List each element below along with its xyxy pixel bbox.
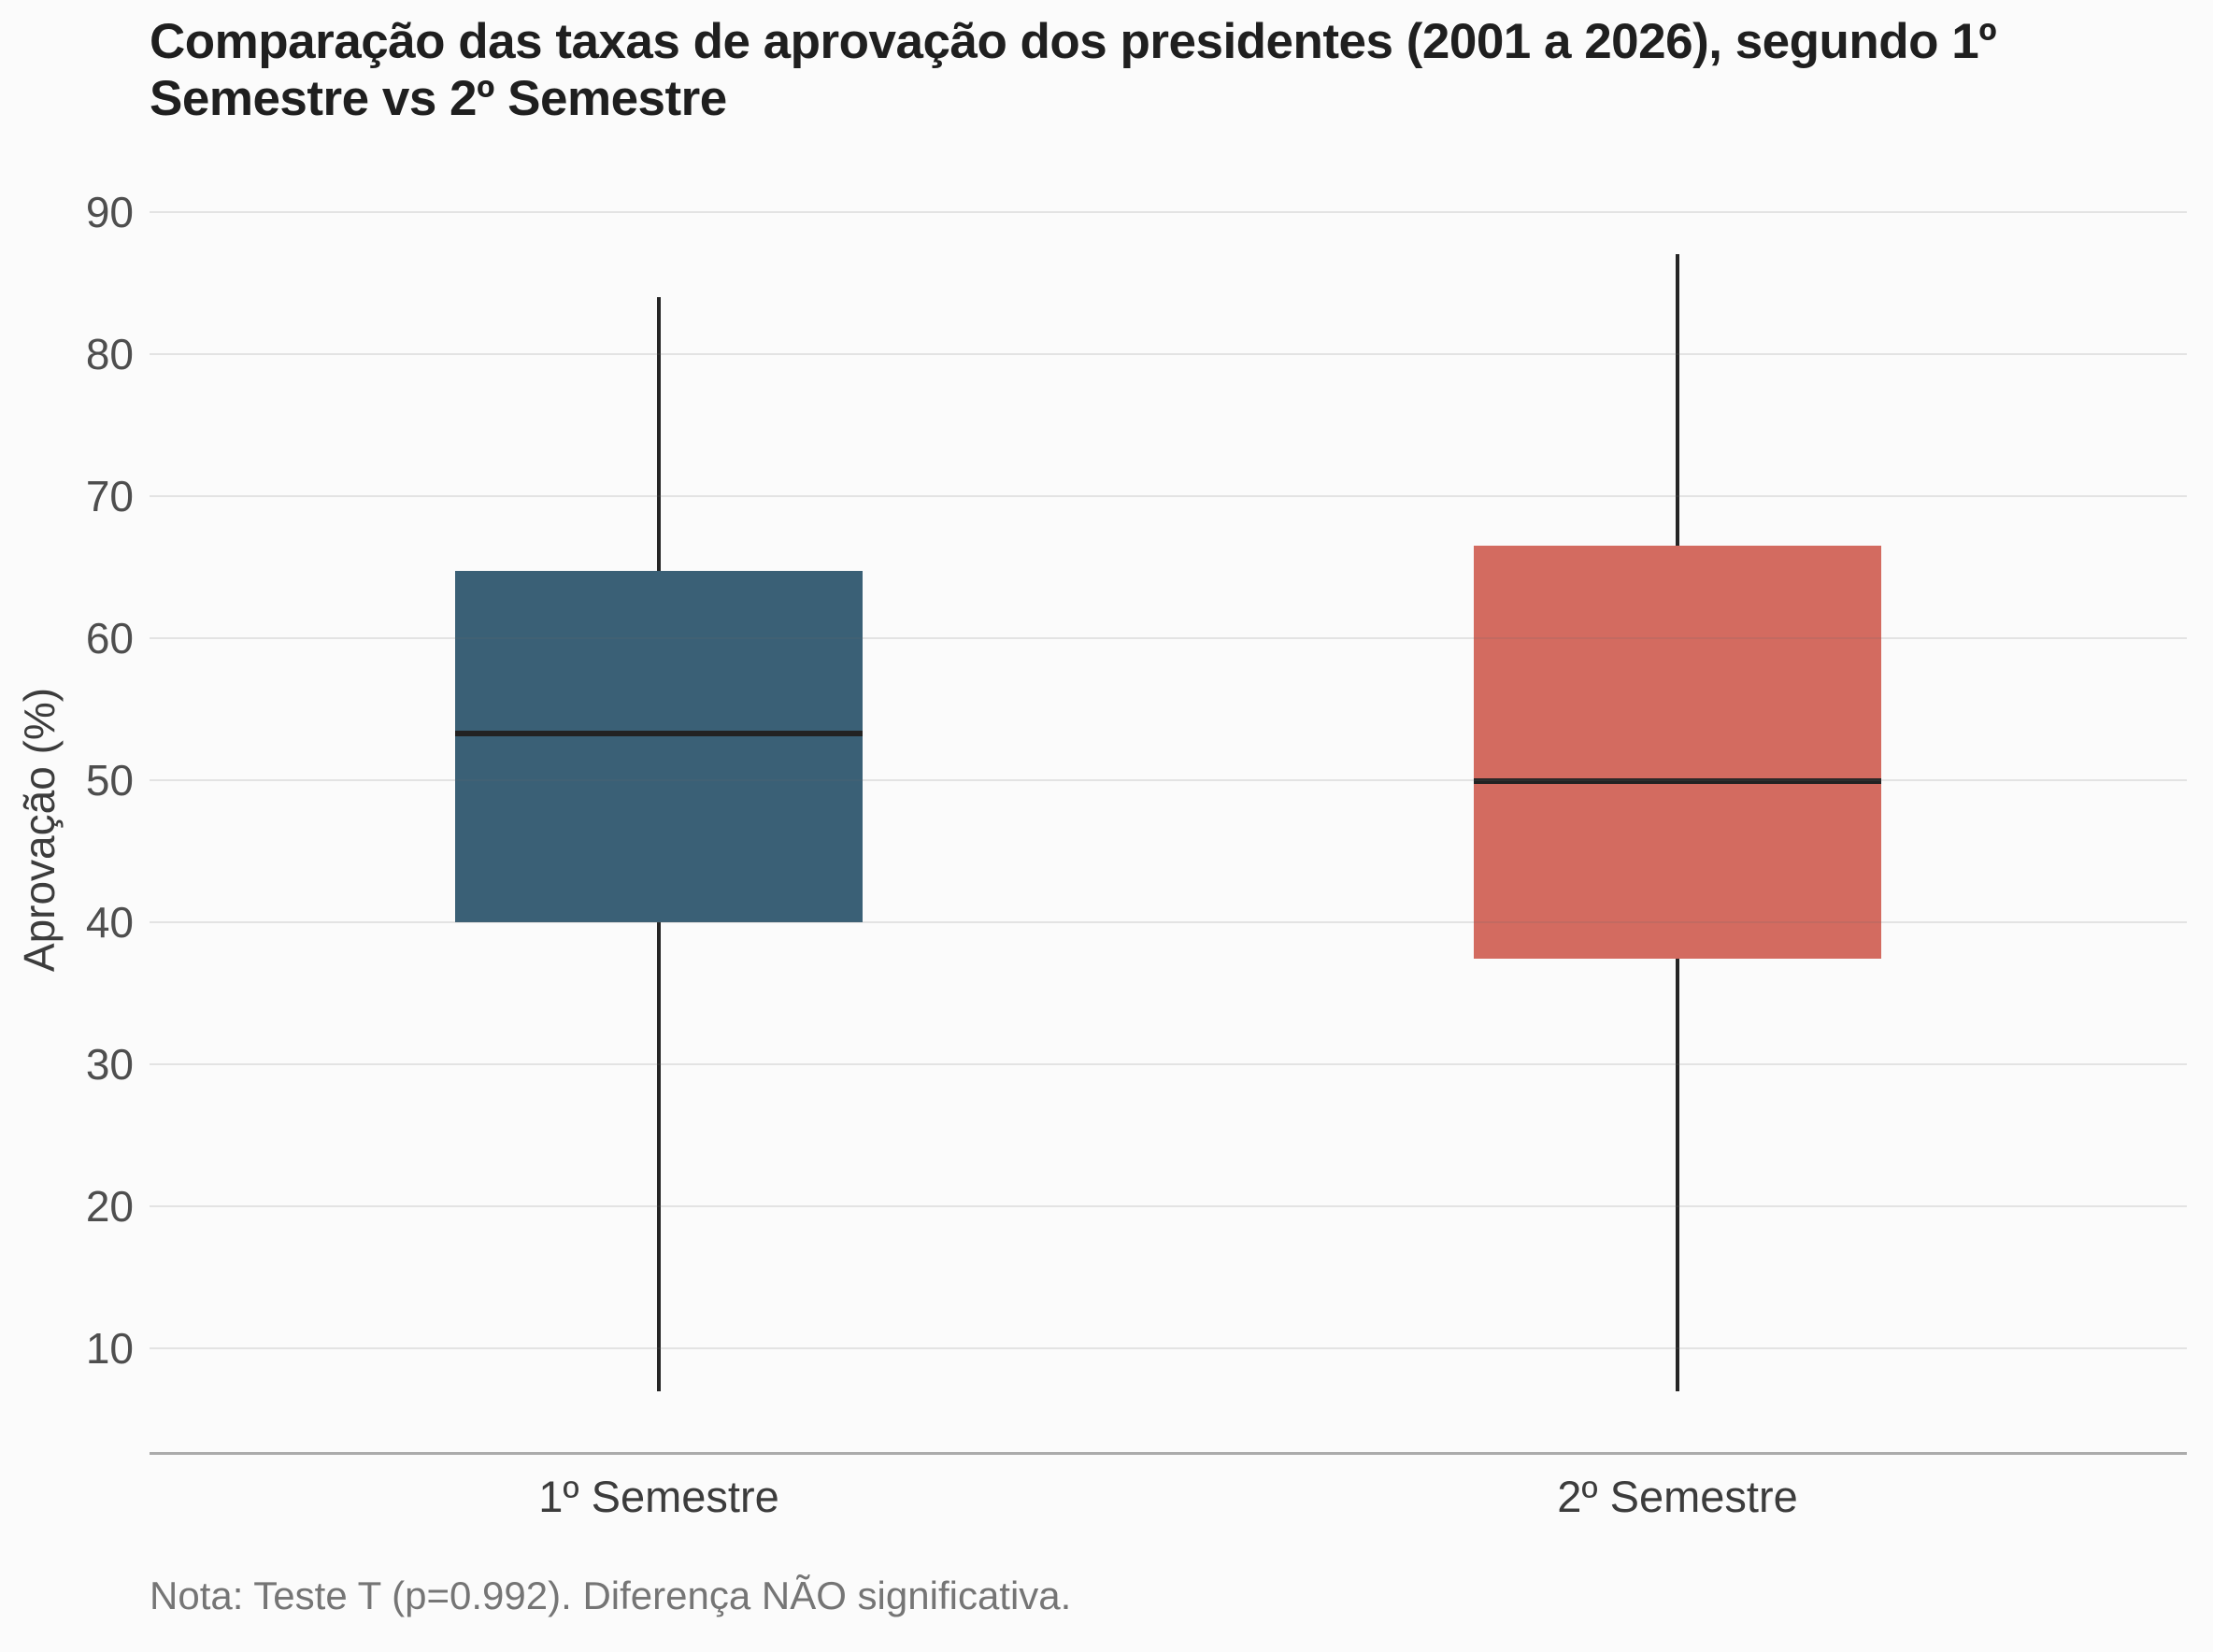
plot-area bbox=[150, 169, 2187, 1455]
box-2 bbox=[1474, 545, 1881, 960]
y-tick-label-70: 70 bbox=[85, 471, 134, 520]
chart-note: Nota: Teste T (p=0.992). Diferença NÃO s… bbox=[150, 1574, 1072, 1617]
gridline-90 bbox=[150, 210, 2187, 213]
y-tick-label-90: 90 bbox=[85, 187, 134, 236]
box-1 bbox=[455, 571, 863, 922]
y-tick-label-30: 30 bbox=[85, 1039, 134, 1089]
y-tick-label-60: 60 bbox=[85, 613, 134, 662]
gridline-80 bbox=[150, 352, 2187, 355]
y-tick-labels: 10 20 30 40 50 60 70 80 90 bbox=[0, 169, 134, 1452]
y-tick-label-10: 10 bbox=[85, 1324, 134, 1373]
y-tick-label-80: 80 bbox=[85, 329, 134, 378]
x-tick-label-1: 1º Semestre bbox=[538, 1472, 779, 1521]
x-tick-labels: 1º Semestre 2º Semestre bbox=[150, 1467, 2187, 1532]
gridline-60 bbox=[150, 636, 2187, 639]
x-tick-label-2: 2º Semestre bbox=[1557, 1472, 1798, 1521]
median-line-1 bbox=[455, 730, 863, 736]
gridline-20 bbox=[150, 1204, 2187, 1207]
gridline-30 bbox=[150, 1062, 2187, 1065]
median-line-2 bbox=[1474, 778, 1881, 785]
gridline-70 bbox=[150, 494, 2187, 497]
y-tick-label-50: 50 bbox=[85, 755, 134, 805]
y-tick-label-20: 20 bbox=[85, 1181, 134, 1231]
y-tick-label-40: 40 bbox=[85, 897, 134, 947]
chart-title: Comparação das taxas de aprovação dos pr… bbox=[150, 14, 1997, 126]
gridline-40 bbox=[150, 920, 2187, 923]
gridline-50 bbox=[150, 778, 2187, 781]
gridline-10 bbox=[150, 1347, 2187, 1349]
